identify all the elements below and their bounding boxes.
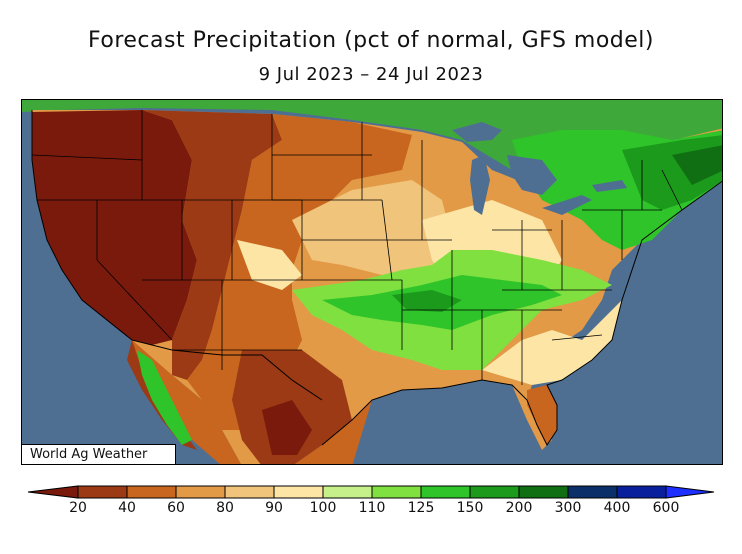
lake-huron <box>507 155 557 195</box>
legend-swatch <box>77 485 128 499</box>
mexico-land <box>132 340 372 464</box>
legend-arrow-low <box>27 485 79 499</box>
precip-band-100-southeast <box>482 300 622 385</box>
legend-tick-label: 40 <box>118 500 136 516</box>
legend-tick-label: 200 <box>505 500 533 516</box>
precip-band-90 <box>292 180 452 275</box>
coastline <box>31 110 722 446</box>
precip-band-40 <box>142 110 282 380</box>
legend-tick-label: 300 <box>554 500 582 516</box>
legend-swatch <box>273 485 324 499</box>
legend-tick-label: 90 <box>265 500 283 516</box>
legend-tick-label: 100 <box>309 500 337 516</box>
legend-tick-label: 20 <box>69 500 87 516</box>
precip-band-60-florida <box>527 385 557 445</box>
date-range: 9 Jul 2023 – 24 Jul 2023 <box>258 64 484 85</box>
lake-michigan <box>470 155 490 215</box>
precip-band-20-south <box>262 400 312 455</box>
legend-tick-label: 600 <box>652 500 680 516</box>
map-canvas <box>22 100 722 464</box>
precip-band-100-west <box>237 240 302 290</box>
state-borders <box>31 110 683 385</box>
legend-swatch <box>322 485 373 499</box>
precipitation-map: World Ag Weather <box>21 99 723 465</box>
legend-arrow-high <box>665 485 715 499</box>
precip-band-200-central <box>392 290 462 312</box>
lake-superior <box>452 122 502 142</box>
legend-swatch <box>126 485 177 499</box>
legend-swatch <box>371 485 422 499</box>
legend-swatch <box>518 485 569 499</box>
legend-tick-label: 60 <box>167 500 185 516</box>
legend-swatch <box>224 485 275 499</box>
legend-tick-label: 110 <box>358 500 386 516</box>
legend-swatch <box>175 485 226 499</box>
legend-swatch <box>420 485 471 499</box>
legend-tick-label: 150 <box>456 500 484 516</box>
legend-swatch <box>469 485 520 499</box>
precip-band-150-mexico <box>137 350 192 445</box>
map-title: Forecast Precipitation (pct of normal, G… <box>88 28 654 53</box>
baja-california <box>127 340 197 450</box>
lake-ontario <box>592 180 627 192</box>
legend-tick-label: 125 <box>407 500 435 516</box>
legend-swatch <box>567 485 618 499</box>
lake-erie <box>542 195 592 215</box>
legend-swatch <box>616 485 667 499</box>
us-mexico-border <box>131 339 323 401</box>
legend-tick-label: 80 <box>216 500 234 516</box>
credit-label: World Ag Weather <box>22 444 176 464</box>
legend-tick-label: 400 <box>603 500 631 516</box>
precip-band-300-northeast <box>672 145 722 185</box>
